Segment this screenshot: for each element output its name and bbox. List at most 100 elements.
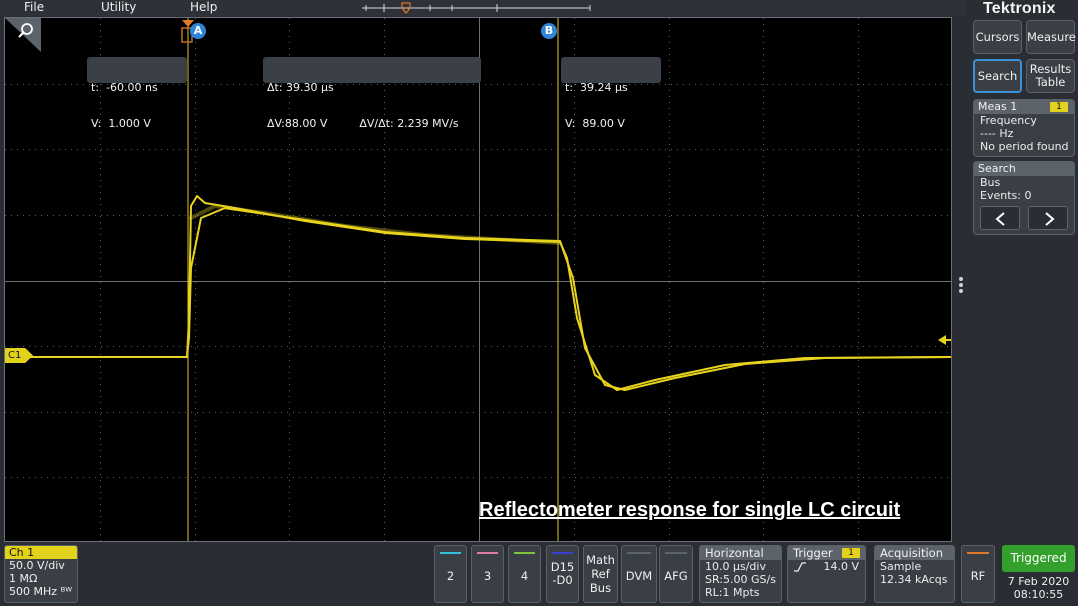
meas-1-status: No period found (980, 140, 1069, 153)
dvm-button[interactable]: DVM (621, 545, 657, 603)
acquisition-title: Acquisition (875, 546, 954, 560)
trigger-status-button[interactable]: Triggered (1002, 545, 1075, 572)
waveform-display[interactable]: A B t: -60.00 ns V: 1.000 V Δt: 39.30 µs… (4, 17, 952, 542)
horizontal-scale: 10.0 µs/div (705, 560, 766, 573)
channel-1-waveform (5, 195, 951, 391)
results-button-line1: Results (1029, 62, 1072, 76)
search-next-button[interactable] (1028, 206, 1068, 230)
digital-label-line1: D15 (550, 560, 575, 574)
channel-1-title: Ch 1 (5, 546, 77, 559)
menu-utility[interactable]: Utility (101, 0, 137, 14)
channel-2-button[interactable]: 2 (434, 545, 467, 603)
search-button[interactable]: Search (973, 59, 1022, 93)
channel-1-badge[interactable]: Ch 1 50.0 V/div 1 MΩ 500 MHz ᴮᵂ (4, 545, 78, 603)
search-prev-button[interactable] (980, 206, 1020, 230)
channel-4-button[interactable]: 4 (508, 545, 541, 603)
delta-ratio-label: ΔV/Δt: (359, 117, 394, 130)
channel-1-scale: 50.0 V/div (9, 559, 65, 572)
graticule (5, 18, 951, 541)
cursor-delta-readout: Δt: 39.30 µs ΔV:88.00 V ΔV/Δt: 2.239 MV/s (263, 57, 481, 130)
cursor-a-t-value: -60.00 ns (106, 81, 158, 94)
date-text: 7 Feb 2020 (1007, 575, 1070, 588)
results-table-button[interactable]: Results Table (1026, 59, 1075, 93)
cursor-a-v-label: V: (91, 117, 102, 130)
panel-resize-handle[interactable] (959, 277, 963, 295)
cursor-a-t-label: t: (91, 81, 100, 94)
cursor-b-t-value: 39.24 µs (580, 81, 628, 94)
cursor-b-t-label: t: (565, 81, 574, 94)
channel-4-color (514, 552, 535, 554)
dvm-stripe (627, 552, 651, 554)
math-label: Math (586, 553, 615, 567)
bus-label: Bus (589, 581, 612, 595)
cursor-a-readout: t: -60.00 ns V: 1.000 V (87, 57, 187, 130)
search-badge[interactable]: Search Bus Events: 0 (973, 161, 1075, 235)
horizontal-record-length: RL:1 Mpts (705, 586, 760, 599)
delta-ratio-value: 2.239 MV/s (397, 117, 459, 130)
search-button-label: Search (977, 69, 1018, 83)
chevron-right-icon (1045, 212, 1055, 226)
ref-label: Ref (591, 567, 610, 581)
channel-3-button[interactable]: 3 (471, 545, 504, 603)
menu-bar: File Utility Help (0, 0, 965, 16)
cursor-b-badge[interactable]: B (541, 23, 557, 39)
channel-3-color (477, 552, 498, 554)
acquisition-badge[interactable]: Acquisition Sample 12.34 kAcqs (874, 545, 955, 603)
acquisition-mode: Sample (880, 560, 922, 573)
afg-stripe (665, 552, 687, 554)
channel-2-label: 2 (446, 569, 455, 583)
horizontal-badge[interactable]: Horizontal 10.0 µs/div SR:5.00 GS/s RL:1… (699, 545, 782, 603)
cursors-button-label: Cursors (975, 30, 1020, 44)
trigger-level: 14.0 V (823, 560, 859, 573)
search-events: Events: 0 (980, 189, 1032, 202)
digital-color (552, 552, 573, 554)
channel-3-label: 3 (483, 569, 492, 583)
trigger-title: Trigger (793, 546, 833, 560)
digital-channels-button[interactable]: D15 -D0 (546, 545, 579, 603)
channel-1-impedance: 1 MΩ (9, 572, 38, 585)
meas-1-title: Meas 1 (978, 100, 1018, 113)
rising-edge-icon (794, 562, 806, 572)
meas-1-source-badge: 1 (1050, 102, 1068, 112)
channel-4-label: 4 (520, 569, 529, 583)
cursor-b-v-value: 89.00 V (582, 117, 625, 130)
delta-v-value: 88.00 V (284, 117, 328, 130)
cursor-b-readout: t: 39.24 µs V: 89.00 V (561, 57, 661, 130)
date-time-display[interactable]: 7 Feb 2020 08:10:55 (1002, 575, 1075, 601)
meas-1-type: Frequency (980, 114, 1037, 127)
acquisition-count: 12.34 kAcqs (880, 573, 948, 586)
meas-1-value: ---- Hz (980, 127, 1014, 140)
search-panel-title: Search (978, 162, 1016, 175)
afg-label: AFG (664, 569, 688, 583)
measure-button-label: Measure (1027, 30, 1076, 44)
cursors-button[interactable]: Cursors (973, 20, 1022, 54)
measure-button[interactable]: Measure (1026, 20, 1076, 54)
rf-button[interactable]: RF (961, 545, 995, 603)
dvm-label: DVM (625, 569, 653, 583)
search-type: Bus (980, 176, 1001, 189)
cursor-b-v-label: V: (565, 117, 576, 130)
delta-t-value: 39.30 µs (286, 81, 334, 94)
math-ref-bus-button[interactable]: Math Ref Bus (583, 545, 618, 603)
delta-t-label: Δt: (267, 81, 283, 94)
cursor-a-badge[interactable]: A (190, 23, 206, 39)
zoom-icon[interactable] (5, 18, 41, 52)
rf-label: RF (970, 569, 986, 583)
meas-1-badge[interactable]: Meas 1 1 Frequency ---- Hz No period foun… (973, 99, 1075, 157)
menu-help[interactable]: Help (190, 0, 218, 14)
chevron-left-icon (995, 212, 1005, 226)
channel-1-offset-marker[interactable]: C1 (5, 348, 33, 363)
tektronix-logo: Tektronix (983, 0, 1056, 17)
results-button-line2: Table (1035, 75, 1066, 89)
delta-v-label: ΔV: (267, 117, 285, 130)
digital-label-line2: -D0 (552, 573, 573, 587)
trigger-badge[interactable]: Trigger 1 14.0 V (787, 545, 866, 603)
record-timeline[interactable] (360, 2, 592, 14)
rf-stripe (967, 552, 989, 554)
horizontal-title: Horizontal (700, 546, 781, 560)
afg-button[interactable]: AFG (659, 545, 693, 603)
plot-caption: Reflectometer response for single LC cir… (479, 499, 901, 521)
channel-1-bandwidth: 500 MHz ᴮᵂ (9, 585, 73, 598)
menu-file[interactable]: File (24, 0, 45, 14)
